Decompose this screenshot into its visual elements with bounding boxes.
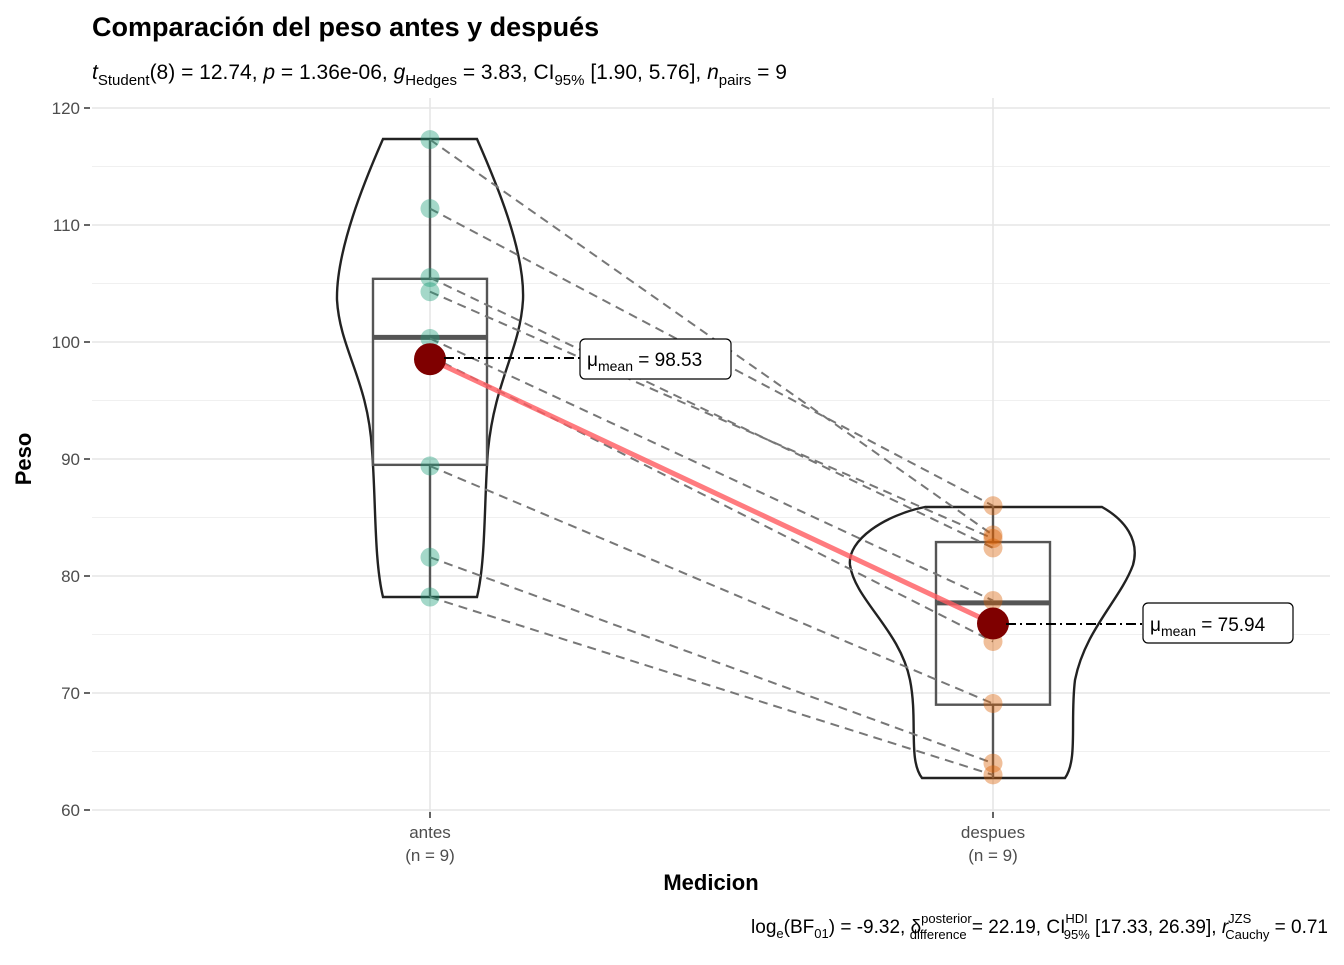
grid: [92, 98, 1330, 815]
mean-connecting-line: [428, 356, 995, 626]
svg-text:μmean = 98.53: μmean = 98.53: [587, 350, 702, 374]
y-tick-label: 80: [61, 567, 80, 586]
data-point: [420, 130, 440, 150]
violin-despues: [848, 505, 1136, 780]
paired-line: [429, 596, 994, 776]
x-tick-despues: despues: [961, 823, 1025, 842]
data-point: [420, 268, 440, 288]
mean-label-despues: μmean = 75.94: [1006, 602, 1294, 644]
box: [371, 277, 489, 467]
data-point: [983, 753, 1003, 773]
y-tick-label: 120: [52, 99, 80, 118]
data-point: [983, 529, 1003, 549]
y-tick-label: 70: [61, 684, 80, 703]
mean-label-antes: μmean = 98.53: [444, 338, 732, 380]
paired-line: [429, 138, 994, 536]
svg-text:μmean = 75.94: μmean = 75.94: [1150, 615, 1266, 639]
data-point: [983, 591, 1003, 611]
data-point: [420, 456, 440, 476]
y-axis-label: Peso: [11, 433, 36, 486]
data-point: [420, 547, 440, 567]
y-tick-label: 110: [53, 216, 80, 235]
x-tick-antes: antes: [409, 823, 451, 842]
paired-line: [429, 465, 994, 705]
data-point: [983, 538, 1003, 558]
data-point: [983, 765, 1003, 785]
mean-point: [977, 607, 1009, 640]
x-tick-despues-n: (n = 9): [968, 846, 1018, 865]
data-points: [420, 130, 1003, 785]
x-tick-antes-n: (n = 9): [405, 846, 455, 865]
violin-antes: [335, 137, 525, 599]
data-point: [983, 694, 1003, 714]
x-axis-label: Medicion: [663, 870, 758, 895]
paired-line: [429, 276, 994, 549]
data-point: [420, 328, 440, 348]
chart-title: Comparación del peso antes y después: [92, 12, 599, 42]
data-point: [420, 282, 440, 302]
chart-subtitle: tStudent(8) = 12.74, p = 1.36e-06, gHedg…: [92, 61, 787, 89]
y-tick-label: 90: [61, 450, 80, 469]
paired-line: [429, 556, 994, 765]
chart-caption: loge(BF01) = -9.32, δposterior difference…: [751, 911, 1328, 942]
paired-line: [429, 290, 994, 540]
y-axis: 60 70 80 90 100 110 120: [52, 99, 90, 820]
data-point: [420, 587, 440, 607]
paired-line: [429, 337, 994, 602]
data-point: [983, 496, 1003, 516]
mean-point: [414, 343, 446, 376]
y-tick-label: 100: [52, 333, 80, 352]
mean-markers: [414, 343, 1009, 640]
data-point: [983, 525, 1003, 545]
y-tick-label: 60: [61, 801, 80, 820]
data-point: [420, 199, 440, 219]
